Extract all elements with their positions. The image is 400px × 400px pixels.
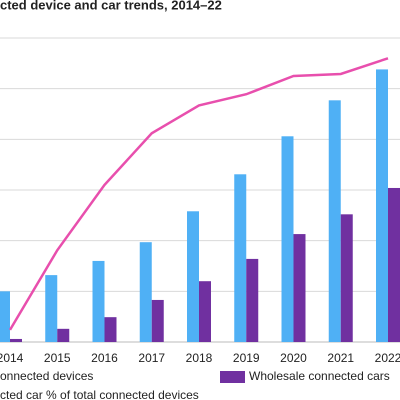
bar	[281, 136, 294, 342]
x-tick-label: 2018	[186, 351, 213, 365]
bar	[234, 174, 247, 342]
legend-label: cted car % of total connected devices	[0, 388, 199, 400]
x-tick-label: 2021	[327, 351, 354, 365]
bar	[199, 281, 211, 342]
bar	[104, 317, 117, 342]
bar	[388, 187, 400, 342]
x-tick-label: 2019	[233, 351, 260, 365]
bar	[0, 291, 10, 342]
x-tick-label: 2015	[44, 351, 71, 365]
bar	[328, 100, 341, 342]
bar	[45, 275, 58, 342]
bar	[139, 242, 152, 342]
line	[8, 57, 389, 331]
bar	[187, 211, 199, 342]
legend-swatch	[220, 371, 245, 383]
bar	[92, 260, 105, 342]
bar	[246, 258, 259, 342]
x-tick-label: 2022	[375, 351, 400, 365]
x-tick-label: 2017	[138, 351, 165, 365]
x-tick-label: 2014	[0, 351, 24, 365]
legend-label: onnected devices	[0, 369, 93, 383]
x-tick-label: 2020	[280, 351, 307, 365]
bar	[10, 338, 22, 342]
bar	[376, 69, 388, 342]
x-tick-label: 2016	[91, 351, 118, 365]
legend-label: Wholesale connected cars	[249, 369, 390, 383]
bar	[151, 299, 164, 342]
bar	[57, 328, 70, 342]
bar	[340, 214, 353, 342]
bar	[293, 234, 306, 342]
chart-title: cted device and car trends, 2014–22	[0, 0, 222, 12]
